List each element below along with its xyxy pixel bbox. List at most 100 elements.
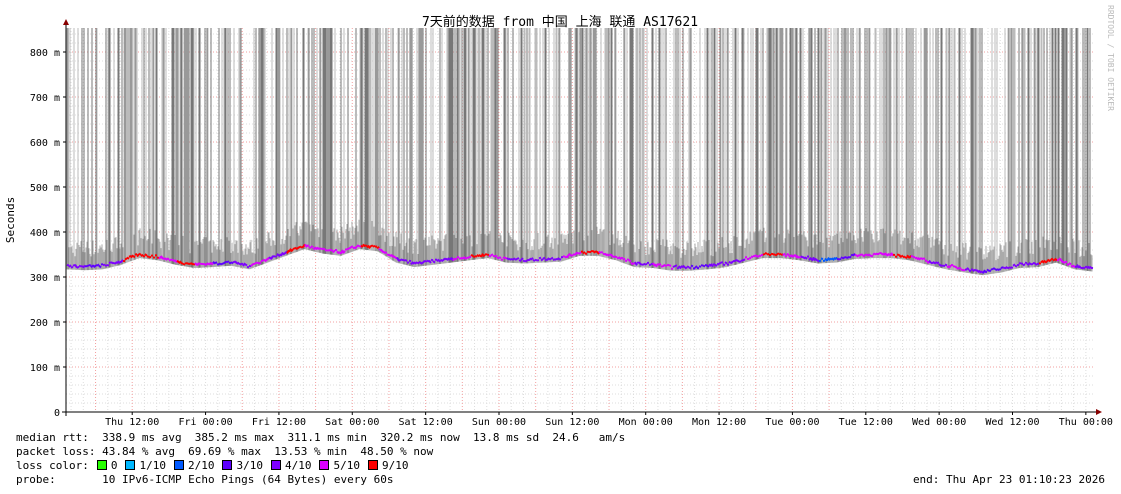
- median-rtt-stats: median rtt: 338.9 ms avg 385.2 ms max 31…: [16, 431, 626, 444]
- median-segment: [688, 266, 692, 270]
- median-segment: [1008, 266, 1012, 269]
- y-tick-label: 100 m: [30, 363, 60, 374]
- y-tick-label: 800 m: [30, 48, 60, 59]
- median-segment: [348, 246, 352, 250]
- median-segment: [954, 265, 958, 269]
- median-segment: [210, 262, 214, 266]
- median-segment: [662, 263, 666, 268]
- median-segment: [622, 257, 626, 261]
- median-segment: [778, 252, 782, 256]
- median-segment: [82, 264, 86, 269]
- median-segment: [936, 261, 940, 265]
- median-segment: [126, 256, 130, 260]
- median-segment: [510, 258, 514, 261]
- loss-color-swatch: [319, 460, 330, 470]
- median-segment: [1086, 265, 1090, 270]
- median-segment: [190, 262, 194, 266]
- loss-color-label: loss color:: [16, 459, 89, 472]
- loss-color-swatch: [173, 460, 184, 470]
- median-segment: [442, 257, 446, 262]
- median-segment: [244, 263, 248, 267]
- median-segment: [86, 264, 90, 268]
- median-segment: [1012, 263, 1016, 267]
- median-segment: [634, 261, 638, 266]
- median-segment: [1064, 260, 1068, 264]
- median-segment: [524, 259, 528, 263]
- median-segment: [254, 261, 258, 265]
- median-segment: [618, 256, 622, 261]
- median-segment: [70, 265, 74, 269]
- median-segment: [872, 252, 876, 256]
- median-segment: [772, 253, 776, 256]
- median-segment: [134, 252, 138, 256]
- median-segment: [410, 261, 414, 266]
- median-segment: [470, 253, 474, 257]
- x-tick-label: Sat 12:00: [399, 417, 453, 425]
- median-segment: [694, 265, 698, 269]
- median-segment: [678, 265, 682, 270]
- median-segment: [834, 256, 838, 261]
- median-segment: [362, 243, 366, 248]
- median-segment: [212, 261, 216, 265]
- median-segment: [238, 262, 242, 266]
- median-segment: [592, 250, 596, 254]
- median-segment: [160, 255, 164, 260]
- median-segment: [852, 252, 856, 257]
- rrdtool-watermark: RRDTOOL / TOBI OETIKER: [1106, 5, 1115, 111]
- median-segment: [556, 257, 560, 261]
- median-segment: [176, 259, 180, 264]
- median-segment: [422, 259, 426, 264]
- loss-color-swatch: [270, 460, 281, 470]
- loss-color-swatch: [125, 460, 136, 470]
- end-time: end: Thu Apr 23 01:10:23 2026: [912, 473, 1105, 486]
- median-segment: [144, 253, 148, 257]
- y-tick-label: 300 m: [30, 273, 60, 284]
- median-segment: [972, 268, 976, 273]
- median-segment: [460, 256, 464, 260]
- x-tick-label: Tue 12:00: [839, 417, 893, 425]
- median-segment: [582, 251, 586, 255]
- median-segment: [536, 259, 540, 262]
- median-segment: [898, 254, 902, 258]
- median-segment: [830, 257, 834, 261]
- median-segment: [446, 257, 450, 261]
- loss-color-legend: loss color: 0 1/10 2/10 3/10 4/10 5/10 9/10: [16, 459, 408, 473]
- median-segment: [258, 261, 262, 265]
- median-segment: [820, 257, 824, 260]
- median-segment: [512, 257, 516, 261]
- median-segment: [98, 264, 102, 269]
- median-segment: [520, 257, 524, 261]
- median-segment: [718, 261, 722, 265]
- x-tick-label: Wed 00:00: [912, 417, 966, 425]
- median-segment: [108, 261, 112, 265]
- median-segment: [706, 264, 710, 268]
- median-segment: [518, 259, 522, 263]
- median-segment: [1014, 264, 1018, 268]
- median-segment: [818, 259, 822, 263]
- median-segment: [300, 246, 304, 249]
- median-segment: [412, 261, 416, 265]
- median-segment: [1082, 266, 1086, 270]
- median-segment: [462, 256, 466, 260]
- y-tick-label: 200 m: [30, 318, 60, 329]
- median-segment: [308, 246, 312, 250]
- median-segment: [882, 252, 886, 256]
- median-segment: [708, 263, 712, 267]
- median-segment: [626, 258, 630, 261]
- loss-color-swatch-label: 3/10: [236, 459, 263, 472]
- median-segment: [494, 254, 498, 258]
- median-segment: [128, 254, 132, 258]
- median-segment: [722, 263, 726, 267]
- median-segment: [1024, 261, 1028, 265]
- median-segment: [226, 260, 230, 264]
- median-segment: [350, 245, 354, 249]
- median-segment: [600, 251, 604, 254]
- latency-chart: 0 100 m 200 m 300 m 400 m 500 m 600 m 700 m 800 …: [4, 5, 1115, 425]
- median-segment: [514, 258, 518, 261]
- median-segment: [432, 260, 436, 264]
- median-segment: [400, 258, 404, 262]
- median-segment: [298, 245, 302, 249]
- median-segment: [192, 263, 196, 266]
- median-segment: [1004, 265, 1008, 270]
- median-segment: [1034, 262, 1038, 266]
